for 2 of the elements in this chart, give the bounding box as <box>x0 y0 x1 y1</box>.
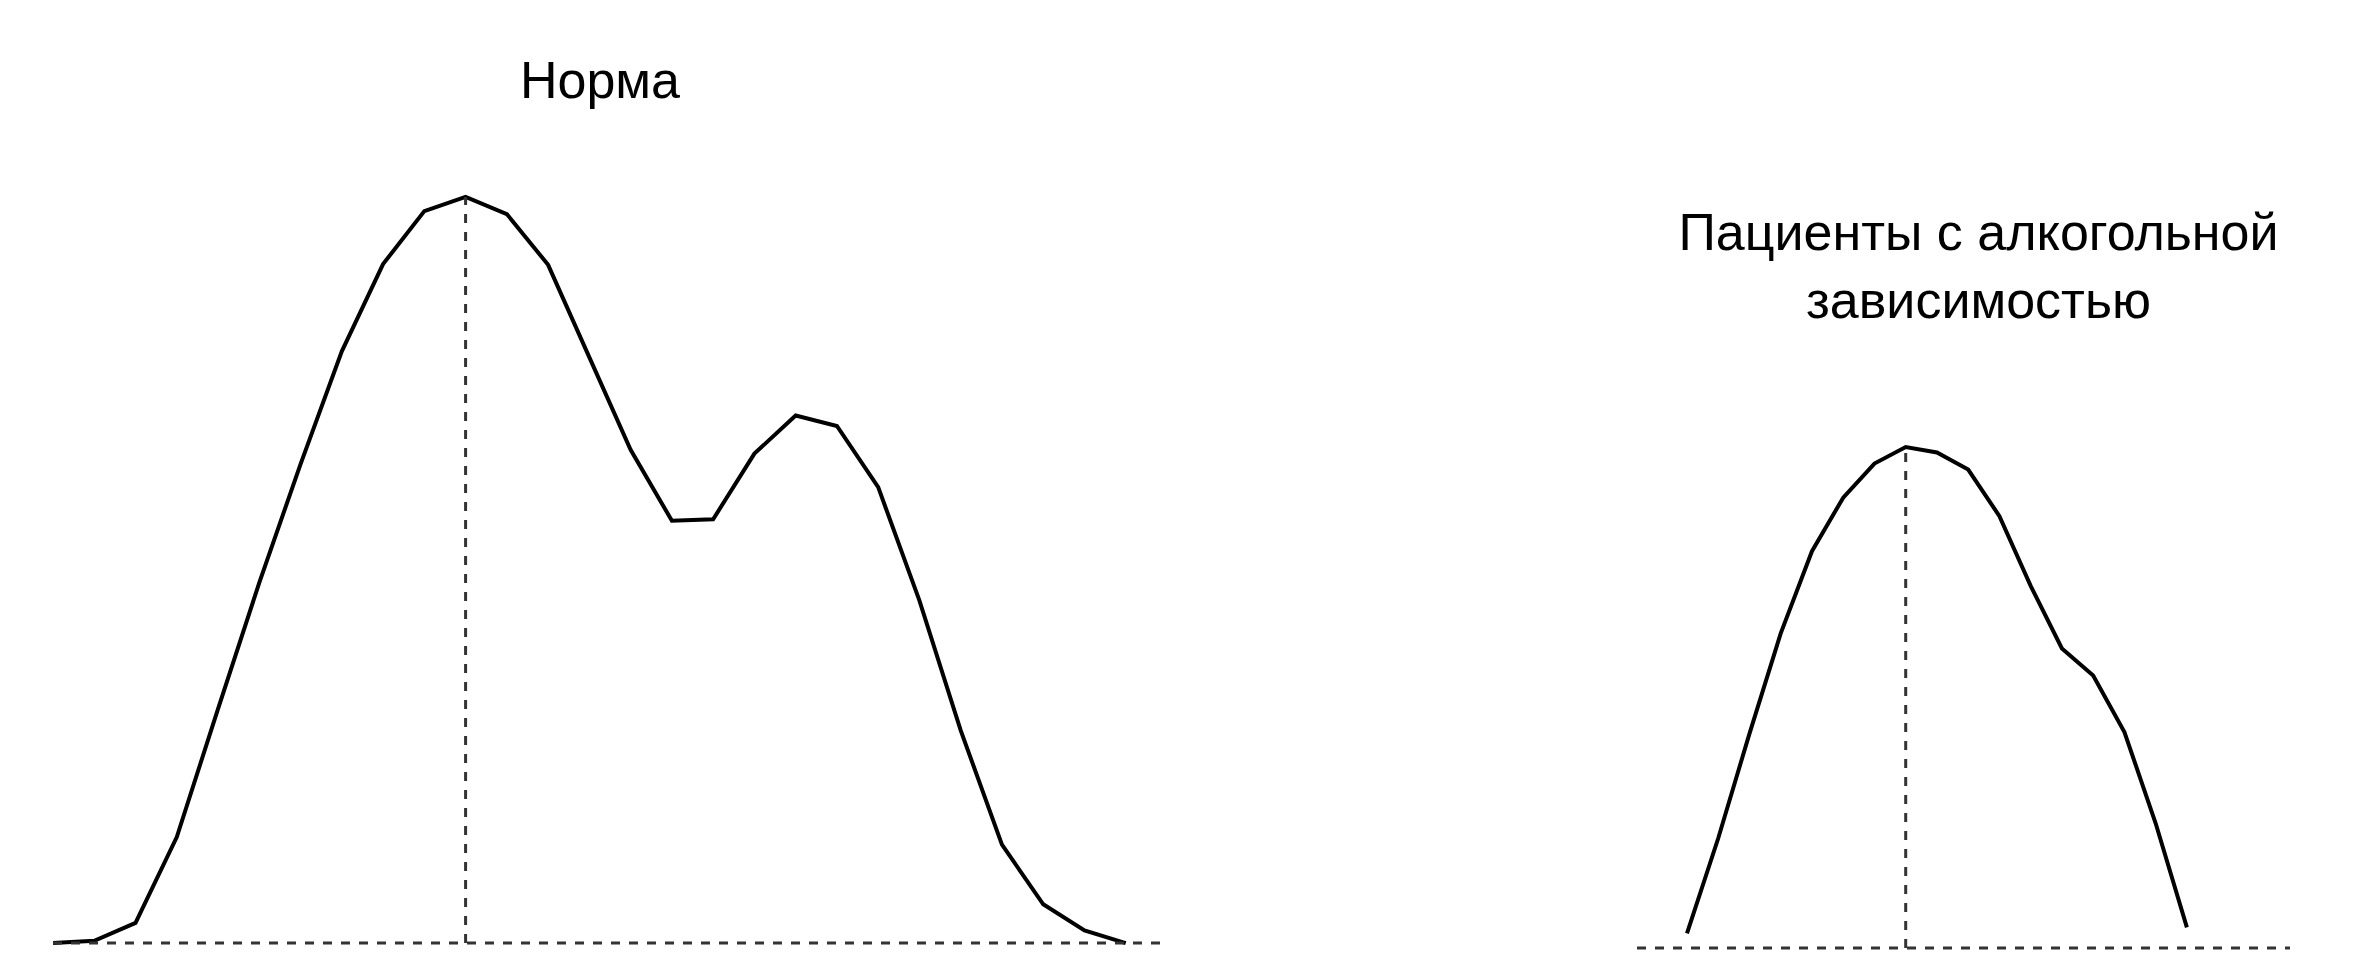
chart-title: Пациенты с алкогольной зависимостью <box>1678 203 2279 329</box>
chart-title: Норма <box>519 51 681 110</box>
